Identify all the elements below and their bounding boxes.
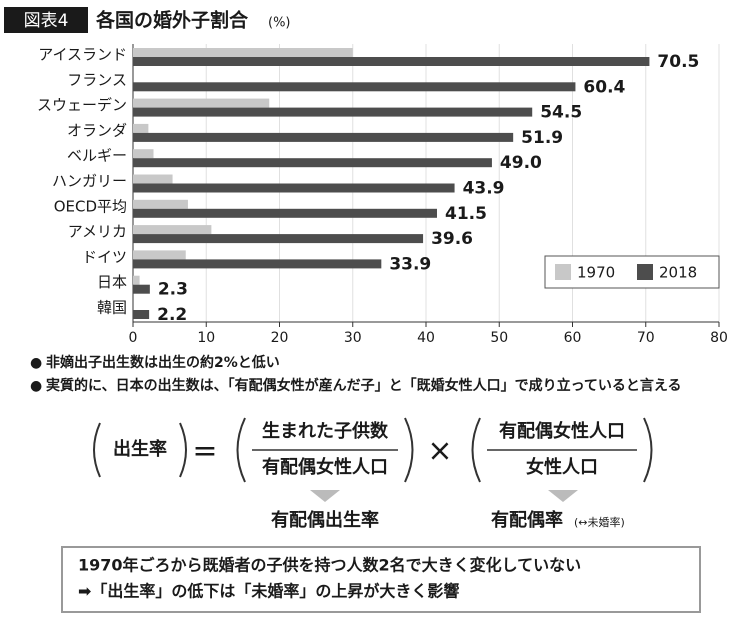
times: ×: [427, 434, 452, 469]
note: 実質的に、日本の出生数は、「有配偶女性が産んだ子」と「既婚女性人口」で成り立って…: [46, 377, 681, 394]
legend-box: [544, 255, 720, 289]
bar: [133, 225, 212, 235]
category-label: ハンガリー: [52, 172, 127, 190]
bar: [133, 98, 270, 108]
denominator: 有配偶女性人口: [262, 456, 388, 478]
value-label: 2.3: [158, 280, 188, 300]
equals: =: [192, 434, 217, 469]
formula-lhs: 出生率: [113, 438, 167, 460]
legend-swatch: [637, 264, 653, 280]
numerator: 生まれた子供数: [262, 420, 389, 442]
bar: [133, 234, 424, 244]
bar: [133, 250, 186, 260]
bar: [133, 183, 455, 193]
paren: [236, 417, 246, 483]
value-label: 39.6: [431, 229, 473, 249]
value-label: 33.9: [389, 254, 431, 274]
numerator: 有配偶女性人口: [499, 420, 625, 442]
badge-box: [4, 7, 88, 33]
category-label: アメリカ: [68, 223, 127, 241]
bullet: ●: [30, 355, 42, 371]
category-label: ベルギー: [67, 147, 127, 165]
arrow-down: [548, 490, 578, 502]
legend-label: 1970: [577, 264, 615, 282]
category-label: スウェーデン: [37, 96, 127, 114]
bar: [133, 199, 188, 209]
chart: 0 10 20 30 40 50 60 70 80 アイスランド 70.5 フランス 60.4 スウェーデ…: [37, 44, 728, 346]
x-tick-label: 20: [271, 330, 289, 346]
paren: [93, 422, 101, 478]
paren: [643, 417, 653, 483]
category-label: 日本: [97, 273, 127, 291]
bar: [133, 284, 150, 294]
denominator: 女性人口: [526, 456, 598, 478]
legend-label: 2018: [659, 264, 697, 282]
value-label: 2.2: [157, 305, 187, 325]
category-label: オランダ: [67, 121, 127, 139]
value-label: 43.9: [463, 179, 505, 199]
summary-box: [61, 546, 701, 613]
unit: (%): [268, 16, 291, 31]
value-label: 41.5: [445, 204, 487, 224]
paren: [471, 417, 481, 483]
bar: [133, 158, 492, 168]
bar: [133, 275, 140, 285]
bar: [133, 310, 150, 319]
x-tick-label: 30: [344, 330, 362, 346]
bullet: ●: [30, 378, 42, 394]
x-tick-label: 50: [490, 330, 508, 346]
legend-swatch: [555, 264, 571, 280]
note: 非嫡出子出生数は出生の約2%と低い: [46, 354, 280, 371]
bar: [133, 82, 576, 92]
bar: [133, 132, 514, 142]
summary-line: 1970年ごろから既婚者の子供を持つ人数2名で大きく変化していない: [78, 556, 581, 575]
title: 各国の婚外子割合: [95, 9, 249, 32]
bar: [133, 149, 154, 159]
bar: [133, 259, 382, 269]
badge: 図表4: [24, 11, 69, 31]
paren: [179, 422, 187, 478]
x-tick-label: 60: [564, 330, 582, 346]
paren: [404, 417, 414, 483]
value-label: 60.4: [583, 77, 625, 97]
category-label: 韓国: [97, 299, 127, 317]
value-label: 70.5: [657, 52, 699, 72]
category-label: アイスランド: [38, 46, 127, 64]
bar: [133, 57, 650, 66]
value-label: 54.5: [540, 103, 582, 123]
category-label: OECD平均: [54, 197, 127, 215]
arrow-down: [310, 490, 340, 502]
bar: [133, 208, 437, 218]
x-tick-label: 80: [710, 330, 728, 346]
value-label: 49.0: [500, 153, 542, 173]
bar: [133, 174, 173, 184]
summary-line: ➡「出生率」の低下は「未婚率」の上昇が大きく影響: [78, 582, 459, 601]
x-tick-label: 0: [129, 330, 138, 346]
label: 有配偶出生率: [271, 509, 379, 531]
x-tick-label: 70: [637, 330, 655, 346]
x-tick-label: 40: [417, 330, 435, 346]
bar: [133, 123, 149, 133]
label-note: (↔未婚率): [574, 515, 625, 529]
value-label: 51.9: [521, 128, 563, 148]
x-tick-label: 10: [197, 330, 215, 346]
bar: [133, 107, 533, 117]
category-label: フランス: [67, 71, 127, 89]
category-label: ドイツ: [82, 248, 127, 266]
label: 有配偶率: [491, 509, 563, 531]
bar: [133, 48, 353, 57]
